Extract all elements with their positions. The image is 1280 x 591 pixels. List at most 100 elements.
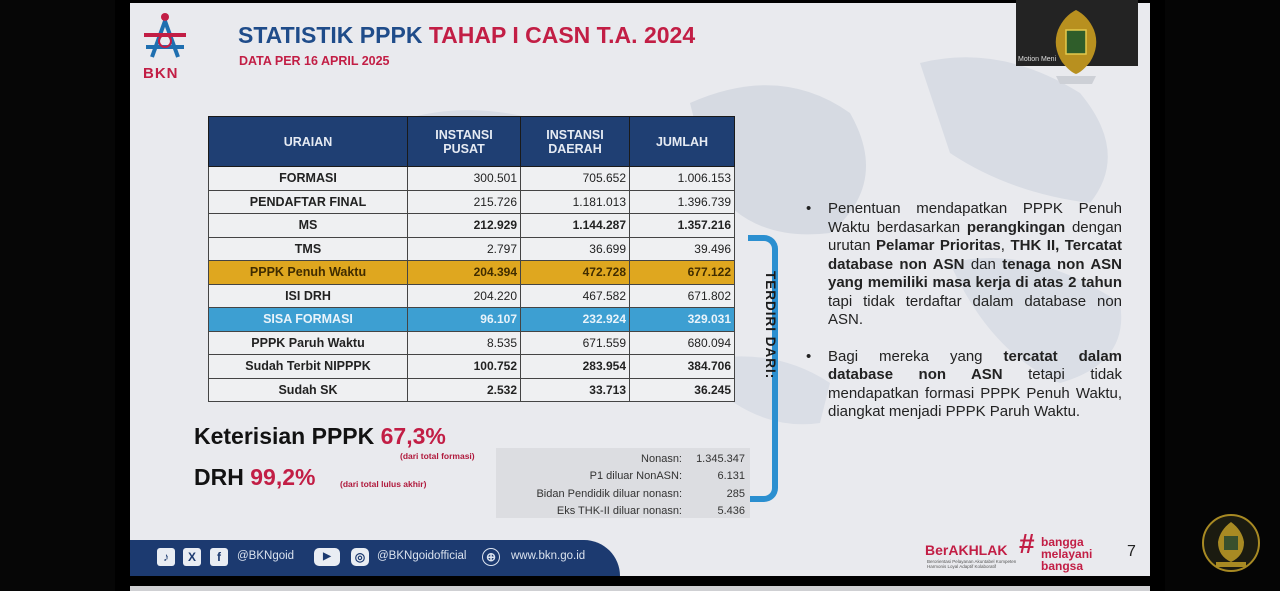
bullet-item-1: • Penentuan mendapatkan PPPK Penuh Waktu…: [806, 200, 1123, 330]
table-header-row: URAIAN INSTANSI PUSAT INSTANSI DAERAH JU…: [208, 116, 735, 167]
bangga-line-2: melayani: [1041, 547, 1093, 561]
row-label: SISA FORMASI: [208, 307, 408, 332]
cell-daerah: 36.699: [520, 236, 630, 261]
cell-daerah: 472.728: [520, 260, 630, 285]
x-twitter-icon[interactable]: X: [183, 548, 201, 566]
row-label: ISI DRH: [208, 283, 408, 308]
cell-daerah: 33.713: [520, 377, 630, 402]
table-row: PENDAFTAR FINAL 215.726 1.181.013 1.396.…: [208, 189, 735, 214]
explanation-bullets: • Penentuan mendapatkan PPPK Penuh Waktu…: [806, 200, 1123, 440]
table-row: Sudah SK 2.532 33.713 36.245: [208, 377, 735, 402]
participant-name-label: Motion Meni: [1018, 56, 1057, 63]
bullet-text: dan: [970, 255, 996, 273]
cell-daerah: 705.652: [520, 166, 630, 191]
breakdown-row: Eks THK-II diluar nonasn: 5.436: [557, 505, 745, 517]
table-row-highlight-blue: SISA FORMASI 96.107 232.924 329.031: [208, 307, 735, 332]
bullet-item-2: • Bagi mereka yang tercatat dalam databa…: [806, 347, 1122, 422]
bullet-text: Bagi mereka yang: [828, 347, 983, 365]
header-jumlah: JUMLAH: [629, 116, 735, 167]
cell-pusat: 96.107: [407, 307, 521, 332]
row-label: PPPK Paruh Waktu: [208, 330, 408, 355]
table-row: PPPK Paruh Waktu 8.535 671.559 680.094: [208, 330, 735, 355]
header-instansi-daerah: INSTANSI DAERAH: [520, 116, 630, 167]
breakdown-row: Nonasn: 1.345.347: [641, 453, 745, 465]
keterisian-summary: Keterisian PPPK 67,3%: [194, 423, 446, 450]
bullet-bold: THK II, Tercatat database non ASN: [828, 237, 1123, 273]
breakdown-value: 285: [726, 488, 745, 500]
row-label: FORMASI: [208, 166, 408, 191]
bkn-logo-icon: [144, 13, 186, 58]
statistics-table: URAIAN INSTANSI PUSAT INSTANSI DAERAH JU…: [208, 116, 735, 402]
cell-pusat: 2.532: [407, 377, 521, 402]
hashtag-icon: #: [1019, 528, 1035, 559]
facebook-icon[interactable]: f: [210, 548, 228, 566]
breakdown-row: Bidan Pendidik diluar nonasn: 285: [536, 488, 745, 500]
cell-daerah: 467.582: [520, 283, 630, 308]
bullet-bold: Pelamar Prioritas: [876, 237, 1001, 254]
cell-jumlah: 677.122: [629, 260, 735, 285]
drh-label: DRH: [194, 464, 244, 490]
breakdown-label: Eks THK-II diluar nonasn:: [556, 505, 682, 517]
drh-summary: DRH 99,2%: [194, 464, 315, 491]
breakdown-box: Nonasn: 1.345.347 P1 diluar NonASN: 6.13…: [496, 448, 750, 518]
cell-daerah: 1.144.287: [520, 213, 630, 238]
row-label: PPPK Penuh Waktu: [208, 260, 408, 285]
table-row: FORMASI 300.501 705.652 1.006.153: [208, 166, 735, 191]
row-label: MS: [208, 213, 408, 238]
cell-jumlah: 680.094: [629, 330, 735, 355]
breakdown-row: P1 diluar NonASN: 6.131: [590, 470, 745, 482]
youtube-icon[interactable]: ▶: [314, 548, 340, 566]
slide-bottom-edge: [130, 586, 1150, 591]
keterisian-label: Keterisian PPPK: [194, 423, 375, 449]
bracket-connector: [748, 235, 778, 502]
social-handle-bkngoidofficial[interactable]: @BKNgoidofficial: [377, 550, 467, 562]
cell-jumlah: 384.706: [629, 354, 735, 379]
garuda-emblem-icon: [1055, 10, 1097, 84]
bullet-dot-icon: •: [806, 200, 812, 217]
cell-pusat: 212.929: [407, 213, 521, 238]
bangga-line-1: bangga: [1041, 535, 1084, 549]
bullet-text: Penentuan mendapatkan PPPK Penuh Waktu b…: [828, 200, 1122, 236]
cell-jumlah: 671.802: [629, 283, 735, 308]
table-row: TMS 2.797 36.699 39.496: [208, 236, 735, 261]
drh-note: (dari total lulus akhir): [340, 479, 427, 489]
tiktok-icon[interactable]: ♪: [157, 548, 175, 566]
berakhlak-tagline: Berorientasi Pelayanan Akuntabel Kompete…: [927, 559, 1017, 569]
breakdown-value: 1.345.347: [696, 453, 745, 465]
breakdown-label: Bidan Pendidik diluar nonasn:: [536, 488, 682, 500]
bullet-bold: tercatat dalam database non ASN: [828, 347, 1122, 384]
bullet-bold: tenaga non ASN yang memiliki masa kerja …: [828, 255, 1123, 292]
cell-pusat: 204.394: [407, 260, 521, 285]
cell-pusat: 215.726: [407, 189, 521, 214]
cell-daerah: 283.954: [520, 354, 630, 379]
breakdown-value: 6.131: [717, 470, 745, 482]
left-letterbox: [0, 0, 115, 591]
cell-pusat: 100.752: [407, 354, 521, 379]
breakdown-label: P1 diluar NonASN:: [589, 470, 682, 482]
breakdown-value: 5.436: [717, 505, 745, 517]
cell-jumlah: 1.357.216: [629, 213, 735, 238]
cell-daerah: 1.181.013: [520, 189, 630, 214]
instagram-icon[interactable]: ◎: [351, 548, 369, 566]
table-row: MS 212.929 1.144.287 1.357.216: [208, 213, 735, 238]
cell-jumlah: 36.245: [629, 377, 735, 402]
row-label: Sudah Terbit NIPPPK: [208, 354, 408, 379]
bullet-text: tapi tidak terdaftar dalam database non …: [828, 292, 1122, 329]
cell-pusat: 300.501: [407, 166, 521, 191]
website-link[interactable]: www.bkn.go.id: [511, 550, 586, 562]
drh-value: 99,2%: [250, 464, 316, 490]
header-uraian: URAIAN: [208, 116, 408, 167]
cell-daerah: 671.559: [520, 330, 630, 355]
slide-title: STATISTIK PPPK TAHAP I CASN T.A. 2024: [238, 22, 695, 49]
bullet-text: dengan urutan: [828, 218, 1123, 255]
bangga-text: bangga melayani bangsa: [1041, 536, 1092, 572]
social-handle-bkngoid[interactable]: @BKNgoid: [237, 550, 295, 562]
bkn-logo-text: BKN: [143, 65, 179, 82]
table-row-highlight-yellow: PPPK Penuh Waktu 204.394 472.728 677.122: [208, 260, 735, 285]
breakdown-label: Nonasn:: [641, 453, 682, 465]
table-row: Sudah Terbit NIPPPK 100.752 283.954 384.…: [208, 354, 735, 379]
row-label: Sudah SK: [208, 377, 408, 402]
cell-jumlah: 39.496: [629, 236, 735, 261]
bullet-dot-icon: •: [806, 347, 812, 365]
cell-jumlah: 1.006.153: [629, 166, 735, 191]
